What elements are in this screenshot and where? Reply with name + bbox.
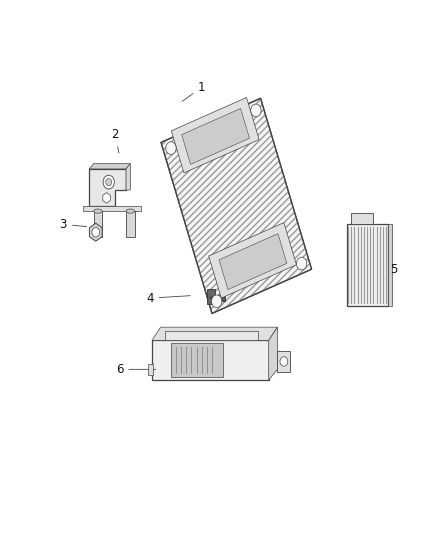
Polygon shape xyxy=(152,327,277,341)
Bar xyxy=(277,351,290,372)
Polygon shape xyxy=(219,233,287,289)
Circle shape xyxy=(103,175,114,189)
Circle shape xyxy=(166,142,176,155)
Polygon shape xyxy=(89,169,126,206)
Bar xyxy=(94,211,102,238)
Polygon shape xyxy=(269,327,277,380)
Bar xyxy=(346,224,388,306)
Polygon shape xyxy=(161,98,311,313)
Polygon shape xyxy=(103,192,110,203)
Polygon shape xyxy=(208,223,297,298)
Polygon shape xyxy=(207,289,215,304)
Bar xyxy=(126,211,134,238)
Polygon shape xyxy=(388,224,392,306)
Circle shape xyxy=(297,257,307,270)
Ellipse shape xyxy=(94,209,102,213)
Text: 4: 4 xyxy=(146,292,190,305)
Ellipse shape xyxy=(126,209,134,213)
Circle shape xyxy=(92,228,100,237)
Text: 1: 1 xyxy=(182,80,205,101)
Polygon shape xyxy=(83,206,141,211)
Text: 5: 5 xyxy=(390,263,398,276)
Bar xyxy=(171,343,223,377)
Polygon shape xyxy=(126,164,131,190)
Bar xyxy=(152,341,269,380)
Circle shape xyxy=(106,179,112,186)
Circle shape xyxy=(280,357,288,366)
Polygon shape xyxy=(171,98,259,173)
Polygon shape xyxy=(89,164,131,169)
Bar xyxy=(148,364,153,375)
Circle shape xyxy=(251,104,261,117)
Polygon shape xyxy=(182,109,250,164)
Circle shape xyxy=(212,295,222,308)
Text: 6: 6 xyxy=(116,363,155,376)
Bar xyxy=(351,213,373,224)
Text: 3: 3 xyxy=(60,218,86,231)
Text: 2: 2 xyxy=(111,128,119,153)
Bar xyxy=(165,331,258,341)
Polygon shape xyxy=(89,223,102,241)
Bar xyxy=(208,295,225,301)
